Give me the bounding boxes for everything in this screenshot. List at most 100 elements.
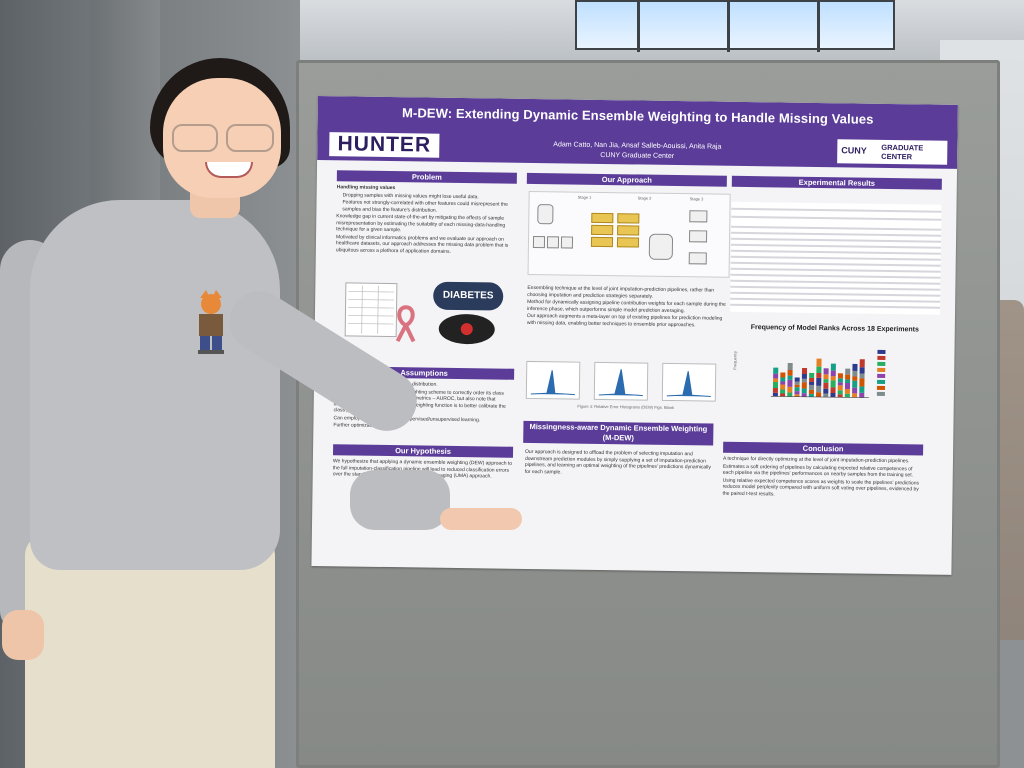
rank-bar-segment bbox=[852, 363, 858, 371]
rank-bar-segment bbox=[816, 372, 822, 378]
rank-bar-segment bbox=[852, 380, 858, 388]
hypothesis-heading: Our Hypothesis bbox=[332, 444, 514, 458]
rank-bar-segment bbox=[772, 392, 778, 397]
rank-legend-swatch bbox=[877, 367, 886, 372]
rank-bar-segment bbox=[794, 384, 800, 388]
rank-bar-segment bbox=[787, 375, 793, 380]
rank-legend-swatch bbox=[876, 385, 886, 390]
problem-heading: Problem bbox=[336, 170, 517, 184]
conclusion-heading: Conclusion bbox=[723, 441, 924, 456]
rank-bar-segment bbox=[780, 372, 786, 378]
awareness-ribbon-icon bbox=[395, 303, 418, 343]
rank-bar-segment bbox=[830, 363, 836, 371]
rank-bar-segment bbox=[780, 393, 786, 397]
rank-bar-segment bbox=[859, 392, 865, 398]
rank-bar-segment bbox=[830, 380, 836, 388]
spreadsheet-icon bbox=[344, 282, 398, 338]
rank-bar-segment bbox=[808, 389, 814, 394]
rank-bar-segment bbox=[845, 379, 851, 384]
rank-bar-segment bbox=[809, 381, 815, 385]
rank-bar-segment bbox=[859, 386, 865, 393]
rank-bar-segment bbox=[852, 387, 858, 394]
rank-bar-segment bbox=[823, 388, 829, 394]
rank-bar-segment bbox=[859, 359, 865, 368]
rank-legend-swatch bbox=[876, 391, 885, 396]
research-poster: M-DEW: Extending Dynamic Ensemble Weight… bbox=[311, 96, 958, 575]
conclusion-text: A technique for directly optimizing at t… bbox=[722, 455, 920, 497]
rank-bar-segment bbox=[773, 378, 779, 383]
person-left-hand bbox=[2, 610, 44, 660]
person-pointing-hand bbox=[440, 508, 522, 530]
rank-bar-segment bbox=[837, 394, 843, 398]
model-ranks-chart bbox=[758, 340, 909, 437]
person-sweater bbox=[30, 200, 280, 570]
diabetes-word-cloud: DIABETES bbox=[433, 281, 504, 311]
rank-bar-segment bbox=[844, 382, 851, 390]
rank-bar-segment bbox=[801, 373, 807, 379]
rank-bar-segment bbox=[852, 376, 858, 381]
glasses-right-lens bbox=[226, 124, 274, 152]
hands-with-apple-photo bbox=[438, 313, 495, 345]
rank-bar-segment bbox=[794, 377, 800, 382]
rank-bar-segment bbox=[801, 367, 808, 375]
rank-bar-segment bbox=[773, 373, 779, 379]
rank-bar-segment bbox=[816, 385, 822, 393]
rank-legend-swatch bbox=[877, 361, 886, 366]
rank-bar-segment bbox=[852, 370, 858, 377]
rank-bar-segment bbox=[844, 393, 850, 398]
rank-bar-segment bbox=[830, 376, 836, 381]
rank-bar-segment bbox=[823, 368, 829, 375]
rank-bar-segment bbox=[787, 392, 793, 397]
rank-legend-swatch bbox=[877, 379, 886, 384]
rank-bar-segment bbox=[859, 373, 865, 379]
results-table bbox=[730, 201, 942, 315]
person-pants bbox=[25, 535, 275, 768]
rank-bar-segment bbox=[772, 381, 779, 389]
rank-bar-segment bbox=[801, 378, 807, 383]
rank-bar-segment bbox=[780, 377, 786, 382]
rank-bar-segment bbox=[837, 373, 843, 379]
rank-bar-segment bbox=[787, 362, 793, 371]
relative-error-histogram-2 bbox=[593, 361, 649, 401]
rank-bar-segment bbox=[787, 369, 793, 376]
rank-bar-segment bbox=[823, 379, 829, 383]
rank-legend-swatch bbox=[877, 349, 886, 354]
mdew-heading: Missingness-aware Dynamic Ensemble Weigh… bbox=[523, 420, 714, 446]
rank-bar-segment bbox=[809, 377, 815, 382]
rank-bar-segment bbox=[801, 388, 807, 394]
rank-bar-segment bbox=[845, 374, 851, 380]
rank-bar-segment bbox=[837, 382, 843, 386]
rank-legend-swatch bbox=[877, 373, 886, 378]
rank-bar-segment bbox=[780, 389, 786, 394]
relative-error-histogram-1 bbox=[525, 360, 581, 400]
ranks-chart-ylabel: Frequency bbox=[732, 350, 738, 370]
rank-bar-segment bbox=[823, 382, 829, 389]
rank-bar-segment bbox=[859, 367, 865, 374]
rank-bar-segment bbox=[801, 382, 807, 389]
skylight-window bbox=[575, 0, 895, 52]
glasses-left-lens bbox=[172, 124, 218, 152]
rank-bar-segment bbox=[794, 381, 800, 385]
rank-bar-segment bbox=[794, 391, 800, 395]
rank-bar-segment bbox=[816, 377, 822, 386]
rank-bar-segment bbox=[794, 394, 800, 397]
rank-bar-segment bbox=[830, 392, 836, 398]
approach-heading: Our Approach bbox=[526, 172, 727, 187]
rank-bar-segment bbox=[816, 392, 822, 398]
rank-bar-segment bbox=[780, 384, 786, 390]
rank-bar-segment bbox=[837, 385, 843, 391]
problem-text: Handling missing values Dropping samples… bbox=[335, 184, 509, 255]
rank-bar-segment bbox=[830, 370, 836, 377]
relative-error-histogram-3 bbox=[661, 362, 717, 402]
rank-bar-segment bbox=[773, 367, 779, 374]
apple-icon bbox=[460, 323, 473, 336]
mdew-text: Our approach is designed to offload the … bbox=[524, 448, 711, 475]
cat-embroidery-icon bbox=[190, 290, 230, 362]
person-right-sleeve bbox=[350, 470, 450, 530]
rank-bar-segment bbox=[808, 384, 815, 390]
rank-bar-segment bbox=[780, 381, 786, 385]
rank-bar-segment bbox=[787, 386, 793, 393]
approach-text: Ensembling technique at the level of joi… bbox=[526, 284, 726, 328]
rank-bar-segment bbox=[859, 378, 865, 387]
rank-legend-swatch bbox=[877, 355, 886, 360]
